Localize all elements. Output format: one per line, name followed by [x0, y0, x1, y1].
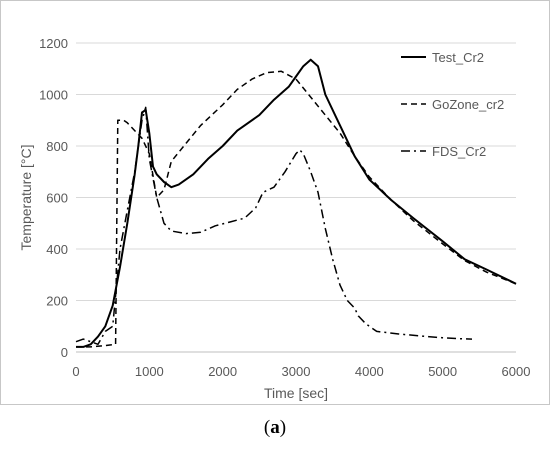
x-tick-label: 3000 — [282, 364, 311, 379]
gridlines — [76, 42, 516, 353]
caption-letter: a — [270, 417, 280, 438]
x-tick-label: 5000 — [428, 364, 457, 379]
caption-open-paren: ( — [263, 417, 271, 438]
figure-caption: (a) — [0, 417, 550, 439]
tick-labels: 0 200 400 600 800 1000 1200 0 1000 2000 3000 4000 50… — [39, 36, 530, 379]
x-tick-label: 1000 — [135, 364, 164, 379]
x-tick-label: 2000 — [208, 364, 237, 379]
y-tick-label: 1200 — [39, 36, 68, 51]
y-tick-label: 800 — [46, 139, 68, 154]
series-line-gozone-cr2 — [76, 70, 517, 348]
chart-frame: 0 200 400 600 800 1000 1200 0 1000 2000 3000 4000 50… — [0, 0, 550, 405]
y-tick-label: 1000 — [39, 88, 68, 103]
x-tick-label: 6000 — [502, 364, 531, 379]
y-tick-label: 0 — [61, 345, 68, 360]
y-tick-label: 400 — [46, 242, 68, 257]
x-tick-label: 4000 — [355, 364, 384, 379]
caption-close-paren: ) — [279, 417, 287, 438]
y-tick-label: 600 — [46, 191, 68, 206]
temperature-line-chart: 0 200 400 600 800 1000 1200 0 1000 2000 3000 4000 50… — [18, 36, 530, 401]
legend: Test_Cr2 GoZone_cr2 FDS_Cr2 — [401, 50, 504, 159]
series-layer — [75, 58, 517, 348]
legend-label: GoZone_cr2 — [432, 97, 504, 112]
x-tick-label: 0 — [72, 364, 79, 379]
series-line-fds-cr2 — [75, 106, 473, 346]
y-tick-label: 200 — [46, 294, 68, 309]
x-axis-title: Time [sec] — [264, 385, 328, 401]
y-axis-title: Temperature [°C] — [18, 145, 34, 251]
legend-label: FDS_Cr2 — [432, 144, 486, 159]
legend-label: Test_Cr2 — [432, 50, 484, 65]
series-line-test-cr2 — [76, 58, 517, 348]
